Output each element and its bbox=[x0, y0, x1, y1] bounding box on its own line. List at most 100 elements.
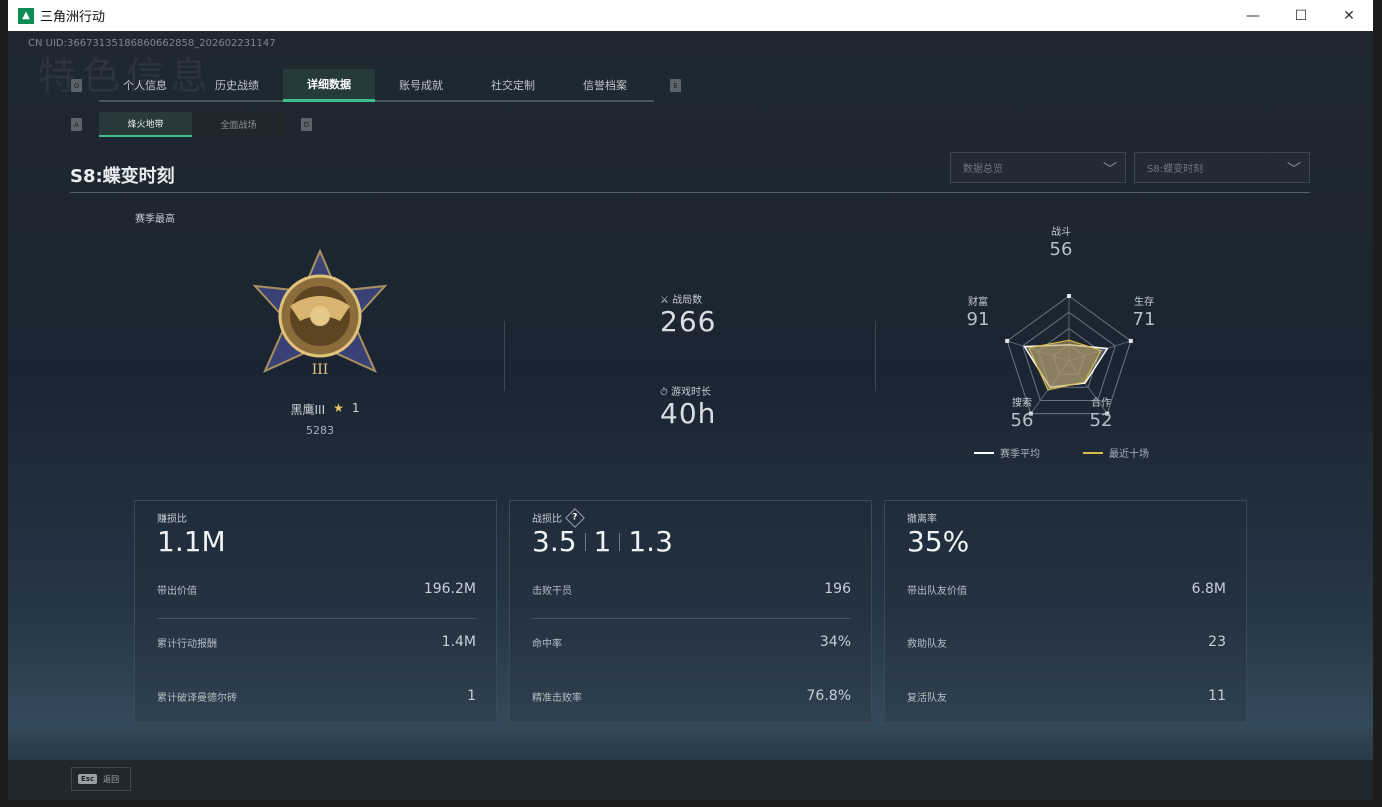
minimize-button[interactable]: — bbox=[1246, 7, 1260, 24]
rank-score: 5283 bbox=[306, 424, 334, 437]
legend-season-avg: 赛季平均 bbox=[974, 445, 1040, 460]
extraction-card: 撤离率 35% 带出队友价值 6.8M 救助队友 23 复活队友 11 bbox=[884, 500, 1247, 723]
back-button[interactable]: Esc 返回 bbox=[71, 767, 131, 791]
tab-history[interactable]: 历史战绩 bbox=[215, 78, 259, 92]
row-label: 救助队友 bbox=[907, 638, 947, 650]
tab-prev-key[interactable]: Q bbox=[71, 79, 82, 92]
radar-label-teamwork: 合作 bbox=[1091, 398, 1111, 409]
dropdown-value: 数据总览 bbox=[963, 164, 1003, 175]
card-main-value: 3.5 1 1.3 bbox=[532, 525, 673, 558]
close-button[interactable]: ✕ bbox=[1343, 7, 1355, 24]
stat-row: 击败干员 196 bbox=[532, 581, 851, 597]
divider bbox=[619, 532, 621, 551]
footer-bar: Esc 返回 bbox=[8, 760, 1373, 800]
row-label: 命中率 bbox=[532, 638, 562, 650]
tab-social[interactable]: 社交定制 bbox=[491, 78, 535, 92]
row-label: 精准击败率 bbox=[532, 692, 582, 704]
stat-row: 命中率 34% bbox=[532, 634, 851, 650]
tab-detailed-data[interactable]: 详细数据 bbox=[283, 69, 375, 102]
dropdown-value: S8:蝶变时刻 bbox=[1147, 164, 1204, 175]
radar-axis-vertex bbox=[1005, 338, 1010, 343]
main-value: 35% bbox=[907, 525, 970, 558]
card-title: 撤离率 bbox=[907, 514, 937, 525]
playtime-label-text: 游戏时长 bbox=[670, 387, 711, 398]
subtab-next-key[interactable]: D bbox=[301, 118, 312, 131]
rank-medal-icon: III bbox=[252, 248, 388, 378]
app-logo-icon: ▲ bbox=[18, 7, 34, 24]
radar-grid-ring bbox=[1006, 295, 1132, 415]
subtab-prev-key[interactable]: A bbox=[71, 118, 82, 131]
row-label: 累计破译曼德尔砖 bbox=[157, 692, 237, 704]
kd-card: 战损比? 3.5 1 1.3 击败干员 196 命中率 34% 精准击败率 76.8% bbox=[509, 500, 872, 723]
app-content: 特色信息 CN UID:36673135186860662858_2026022… bbox=[8, 31, 1373, 800]
row-label: 带出价值 bbox=[157, 585, 197, 597]
radar-value-search: 56 bbox=[1010, 410, 1034, 431]
radar-label-combat: 战斗 bbox=[1051, 227, 1071, 238]
row-value: 34% bbox=[819, 634, 851, 650]
main-value: 1.3 bbox=[628, 525, 673, 558]
legend-line-white bbox=[974, 451, 994, 454]
tab-achievements[interactable]: 账号成就 bbox=[399, 78, 443, 92]
season-best-label: 赛季最高 bbox=[135, 214, 175, 225]
rank-info: 黑鹰III ★ 1 bbox=[270, 401, 380, 418]
row-value: 6.8M bbox=[1191, 581, 1226, 597]
stat-row: 带出价值 196.2M bbox=[157, 581, 476, 597]
chevron-down-icon: ﹀ bbox=[1103, 162, 1117, 178]
subtab-warfare[interactable]: 全面战场 bbox=[192, 112, 285, 137]
radar-series-recent-ten bbox=[1027, 339, 1103, 391]
tab-reputation[interactable]: 信誉档案 bbox=[583, 78, 627, 92]
matches-label-text: 战局数 bbox=[672, 295, 703, 306]
rank-stars: 1 bbox=[351, 401, 360, 415]
legend-label: 赛季平均 bbox=[1000, 449, 1040, 460]
row-label: 带出队友价值 bbox=[907, 585, 967, 597]
radar-value-survival: 71 bbox=[1132, 309, 1156, 330]
card-title: 战损比? bbox=[532, 507, 585, 528]
radar-axis-vertex bbox=[1105, 411, 1110, 416]
data-type-dropdown[interactable]: 数据总览 ﹀ bbox=[950, 152, 1126, 183]
star-icon: ★ bbox=[333, 401, 344, 415]
help-glyph: ? bbox=[572, 512, 578, 523]
tab-personal-info[interactable]: 个人信息 bbox=[123, 78, 167, 92]
subtab-operations[interactable]: 烽火地带 bbox=[99, 112, 192, 137]
row-value: 1.4M bbox=[441, 634, 476, 650]
matches-value: 266 bbox=[660, 305, 717, 338]
row-value: 76.8% bbox=[806, 688, 851, 704]
profit-card: 赚损比 1.1M 带出价值 196.2M 累计行动报酬 1.4M 累计破译曼德尔砖 1 bbox=[134, 500, 497, 723]
radar-axis-vertex bbox=[1067, 294, 1071, 298]
radar-axis-vertex bbox=[1128, 338, 1133, 343]
medal-numeral: III bbox=[312, 362, 329, 378]
row-label: 击败干员 bbox=[532, 585, 572, 597]
divider bbox=[504, 321, 505, 391]
legend-line-yellow bbox=[1083, 451, 1103, 454]
playtime-label: ⏱ 游戏时长 bbox=[660, 383, 711, 398]
row-value: 1 bbox=[467, 688, 476, 704]
maximize-button[interactable]: ☐ bbox=[1294, 7, 1308, 24]
season-dropdown[interactable]: S8:蝶变时刻 ﹀ bbox=[1134, 152, 1310, 183]
main-value: 1.1M bbox=[157, 525, 226, 558]
legend-recent-ten: 最近十场 bbox=[1083, 445, 1149, 460]
chevron-down-icon: ﹀ bbox=[1287, 162, 1301, 178]
stat-row: 复活队友 11 bbox=[907, 688, 1226, 704]
stat-row: 累计行动报酬 1.4M bbox=[157, 634, 476, 650]
row-value: 23 bbox=[1208, 634, 1226, 650]
ghost-title: 特色信息 bbox=[38, 54, 215, 98]
esc-key: Esc bbox=[78, 774, 98, 784]
stat-row: 精准击败率 76.8% bbox=[532, 688, 851, 704]
card-main-value: 35% bbox=[907, 525, 969, 558]
radar-label-survival: 生存 bbox=[1134, 297, 1154, 308]
radar-value-teamwork: 52 bbox=[1089, 410, 1113, 431]
radar-grid-ring bbox=[1022, 311, 1116, 401]
divider bbox=[70, 192, 1310, 193]
rank-name: 黑鹰III bbox=[290, 403, 326, 417]
divider bbox=[532, 618, 851, 619]
stat-row: 累计破译曼德尔砖 1 bbox=[157, 688, 476, 704]
radar-axis-vertex bbox=[1028, 411, 1033, 416]
radar-value-wealth: 91 bbox=[966, 309, 990, 330]
mode-tabs: 烽火地带 全面战场 bbox=[99, 112, 285, 137]
tab-next-key[interactable]: E bbox=[670, 79, 681, 92]
divider bbox=[157, 618, 476, 619]
divider bbox=[875, 321, 876, 391]
window-titlebar: ▲ 三角洲行动 — ☐ ✕ bbox=[8, 0, 1373, 31]
radar-label-search: 搜索 bbox=[1012, 398, 1032, 409]
stat-row: 带出队友价值 6.8M bbox=[907, 581, 1226, 597]
